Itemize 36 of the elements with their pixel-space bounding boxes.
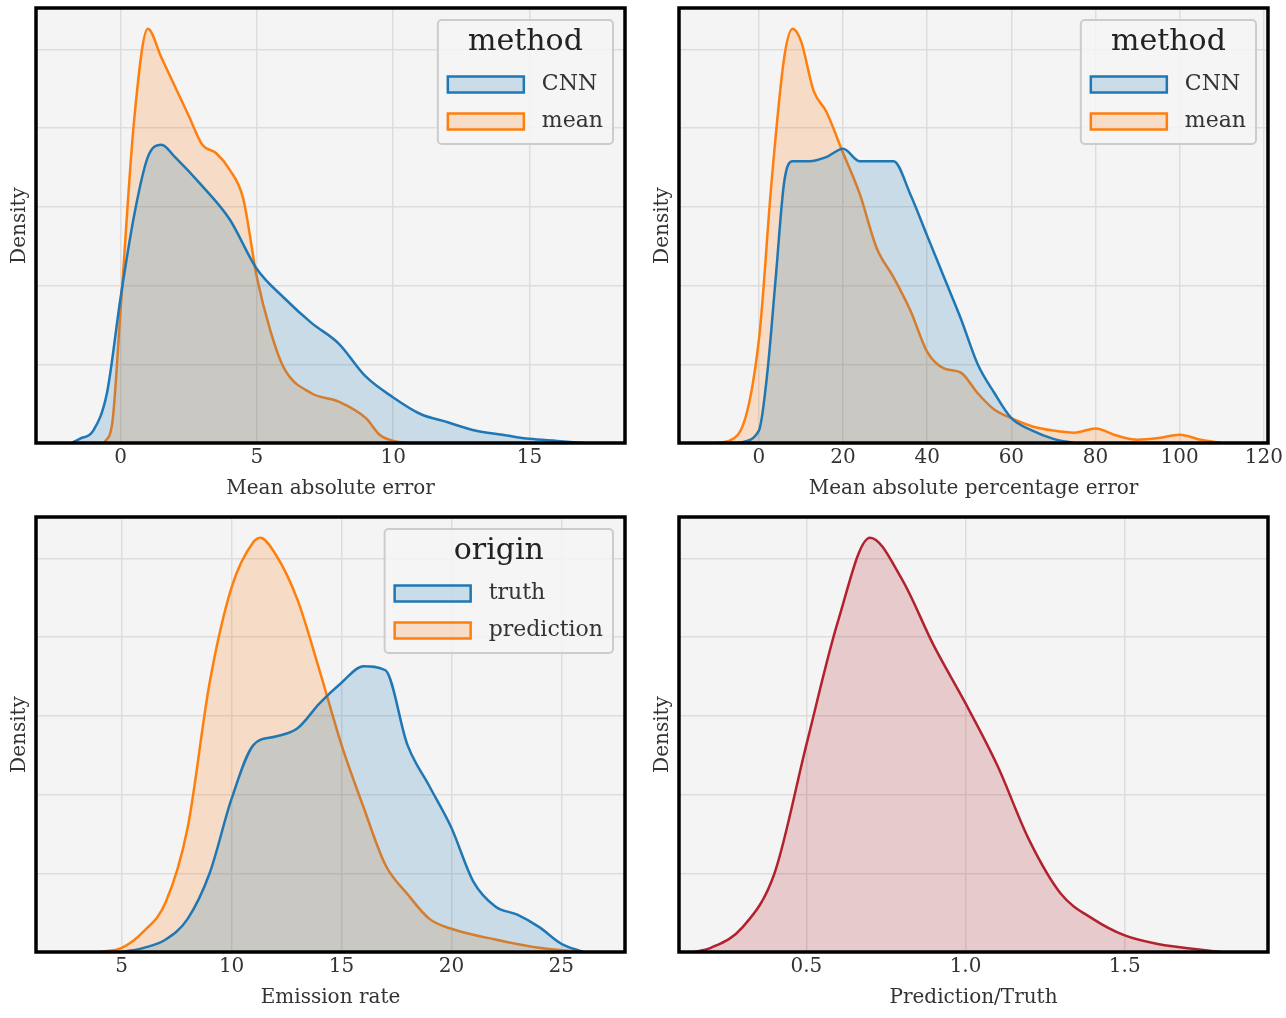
x-tick-label: 20 xyxy=(830,444,856,469)
x-tick-label: 60 xyxy=(998,444,1025,469)
x-axis-title: Mean absolute percentage error xyxy=(808,475,1139,500)
x-axis-title: Emission rate xyxy=(260,984,401,1009)
legend-label: CNN xyxy=(1184,70,1241,96)
y-axis-title: Density xyxy=(6,186,31,264)
y-axis-title: Density xyxy=(649,695,674,773)
x-tick-label: 100 xyxy=(1160,444,1199,469)
x-tick-label: 120 xyxy=(1244,444,1283,469)
x-tick-label: 10 xyxy=(218,953,245,978)
x-tick-label: 80 xyxy=(1082,444,1109,469)
legend-label: CNN xyxy=(541,70,598,96)
legend-label: mean xyxy=(541,107,604,133)
x-tick-label: 20 xyxy=(438,953,465,978)
y-axis-title: Density xyxy=(6,695,31,773)
legend-title: method xyxy=(1110,21,1226,57)
x-tick-label: 5 xyxy=(115,953,129,978)
x-tick-label: 40 xyxy=(914,444,940,469)
x-tick-label: 15 xyxy=(516,444,543,469)
x-tick-label: 1.5 xyxy=(1108,953,1141,978)
x-tick-label: 1.0 xyxy=(949,953,982,978)
x-tick-label: 0 xyxy=(114,444,127,469)
legend-label: prediction xyxy=(488,616,604,642)
x-tick-label: 0.5 xyxy=(790,953,823,978)
legend-label: truth xyxy=(488,579,546,605)
legend-title: origin xyxy=(453,530,544,566)
y-axis-title: Density xyxy=(649,186,674,264)
x-tick-label: 25 xyxy=(548,953,574,978)
x-tick-label: 15 xyxy=(328,953,355,978)
x-axis-title: Mean absolute error xyxy=(226,475,436,500)
legend-title: method xyxy=(468,21,583,57)
legend-label: mean xyxy=(1184,107,1246,133)
x-tick-label: 0 xyxy=(752,444,766,469)
x-tick-label: 5 xyxy=(250,444,264,469)
x-tick-label: 10 xyxy=(380,444,406,469)
x-axis-title: Prediction/Truth xyxy=(889,984,1058,1009)
